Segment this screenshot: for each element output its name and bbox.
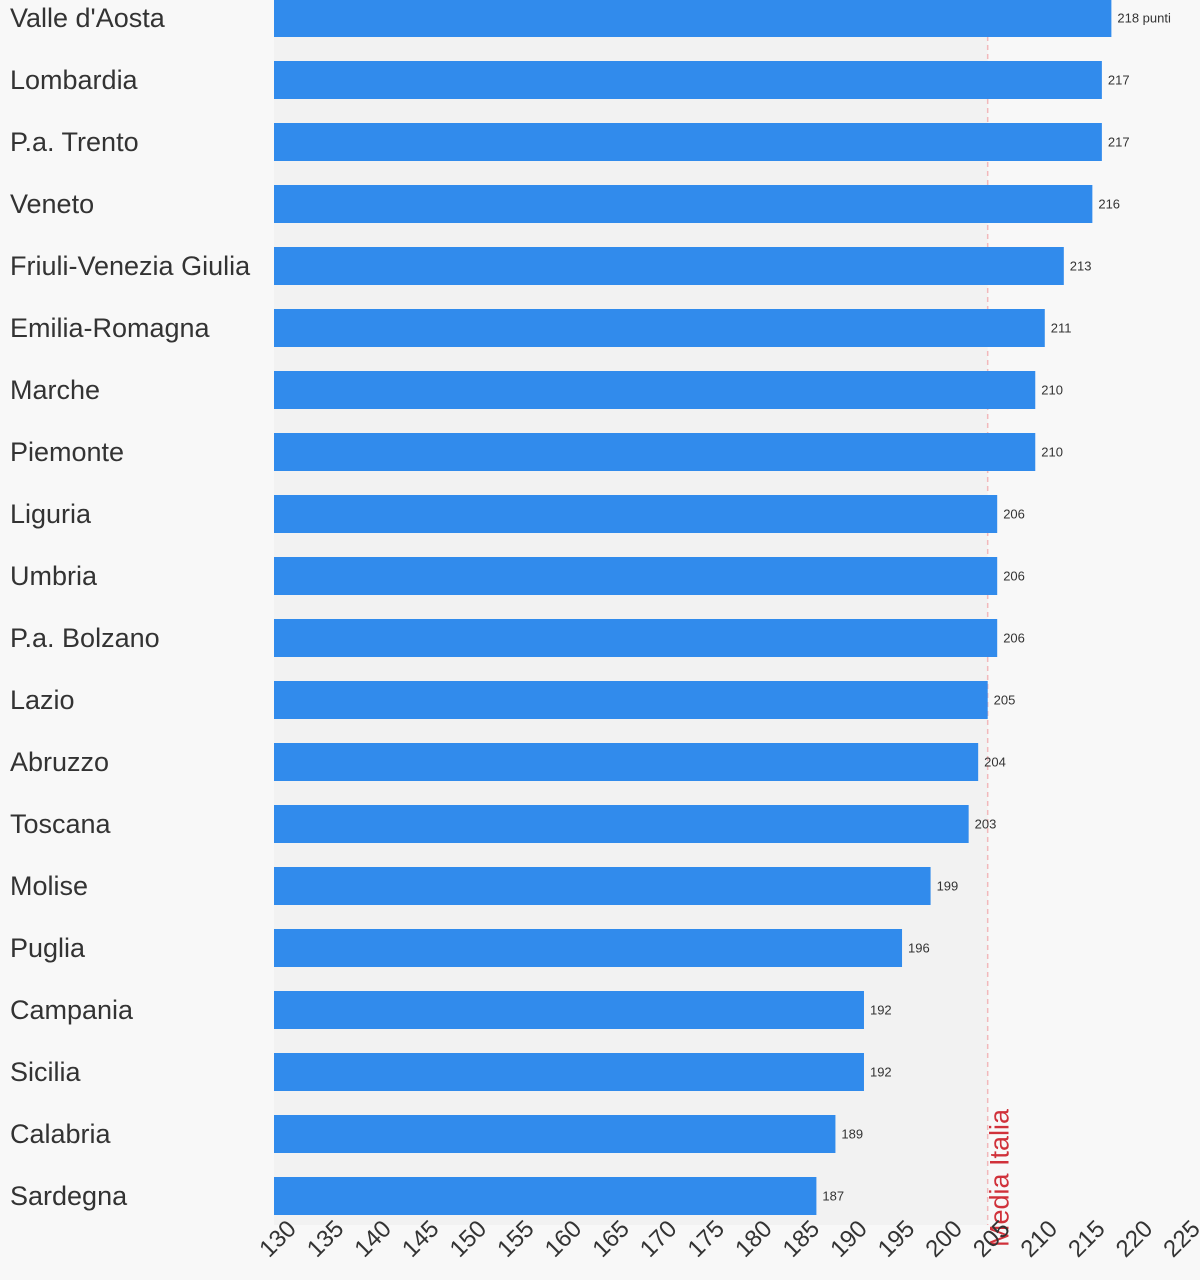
- bar: [274, 867, 931, 905]
- bar: [274, 371, 1036, 409]
- value-labels-group: 218 punti 217 217 216 213 211 210 210 206 206 206 2…: [822, 11, 1171, 1204]
- category-label: Campania: [10, 995, 134, 1025]
- value-label: 206: [1003, 569, 1025, 584]
- value-label: 189: [841, 1127, 863, 1142]
- category-label: P.a. Bolzano: [10, 623, 160, 653]
- value-label: 192: [870, 1065, 892, 1080]
- value-label: 218 punti: [1117, 11, 1171, 26]
- bar: [274, 1115, 836, 1153]
- x-tick-label: 210: [1016, 1215, 1063, 1262]
- value-label: 204: [984, 755, 1006, 770]
- value-label: 192: [870, 1003, 892, 1018]
- bar: [274, 805, 969, 843]
- bar: [274, 309, 1045, 347]
- value-label: 211: [1051, 321, 1072, 336]
- bar: [274, 929, 903, 967]
- category-label: Veneto: [10, 189, 94, 219]
- bar: [274, 61, 1102, 99]
- bar: [274, 991, 864, 1029]
- value-label: 210: [1041, 445, 1063, 460]
- bar: [274, 619, 998, 657]
- value-label: 213: [1070, 259, 1092, 274]
- bar: [274, 681, 988, 719]
- value-label: 206: [1003, 507, 1025, 522]
- x-tick-label: 215: [1063, 1215, 1110, 1262]
- category-label: Valle d'Aosta: [10, 3, 166, 33]
- category-label: Lazio: [10, 685, 75, 715]
- bar: [274, 0, 1112, 37]
- bar: [274, 433, 1036, 471]
- category-label: Marche: [10, 375, 100, 405]
- value-label: 205: [994, 693, 1016, 708]
- value-label: 196: [908, 941, 930, 956]
- category-label: Puglia: [10, 933, 86, 963]
- bars-group: [274, 0, 1112, 1215]
- category-label: Friuli-Venezia Giulia: [10, 251, 251, 281]
- category-label: Umbria: [10, 561, 98, 591]
- bar: [274, 557, 998, 595]
- category-label: Calabria: [10, 1119, 112, 1149]
- category-labels-group: Valle d'Aosta Lombardia P.a. Trento Veneto F…: [10, 3, 251, 1211]
- category-label: Lombardia: [10, 65, 139, 95]
- reference-line-label: Media Italia: [985, 1108, 1015, 1247]
- category-label: Piemonte: [10, 437, 124, 467]
- x-tick-label: 225: [1158, 1215, 1200, 1262]
- value-label: 187: [822, 1189, 844, 1204]
- value-label: 210: [1041, 383, 1063, 398]
- bar: [274, 495, 998, 533]
- value-label: 217: [1108, 135, 1130, 150]
- category-label: Emilia-Romagna: [10, 313, 211, 343]
- category-label: Molise: [10, 871, 88, 901]
- plot-background: [274, 0, 988, 1225]
- reference-line-group: Media Italia: [985, 0, 1015, 1247]
- bar: [274, 185, 1093, 223]
- category-label: Sicilia: [10, 1057, 82, 1087]
- category-label: Toscana: [10, 809, 112, 839]
- value-label: 203: [975, 817, 997, 832]
- category-label: P.a. Trento: [10, 127, 139, 157]
- bar: [274, 1053, 864, 1091]
- value-label: 217: [1108, 73, 1130, 88]
- category-label: Sardegna: [10, 1181, 128, 1211]
- bar: [274, 1177, 817, 1215]
- bar: [274, 743, 979, 781]
- bar: [274, 247, 1064, 285]
- bar: [274, 123, 1102, 161]
- value-label: 216: [1098, 197, 1120, 212]
- category-label: Abruzzo: [10, 747, 109, 777]
- category-label: Liguria: [10, 499, 92, 529]
- value-label: 206: [1003, 631, 1025, 646]
- value-label: 199: [937, 879, 959, 894]
- x-tick-label: 220: [1111, 1215, 1158, 1262]
